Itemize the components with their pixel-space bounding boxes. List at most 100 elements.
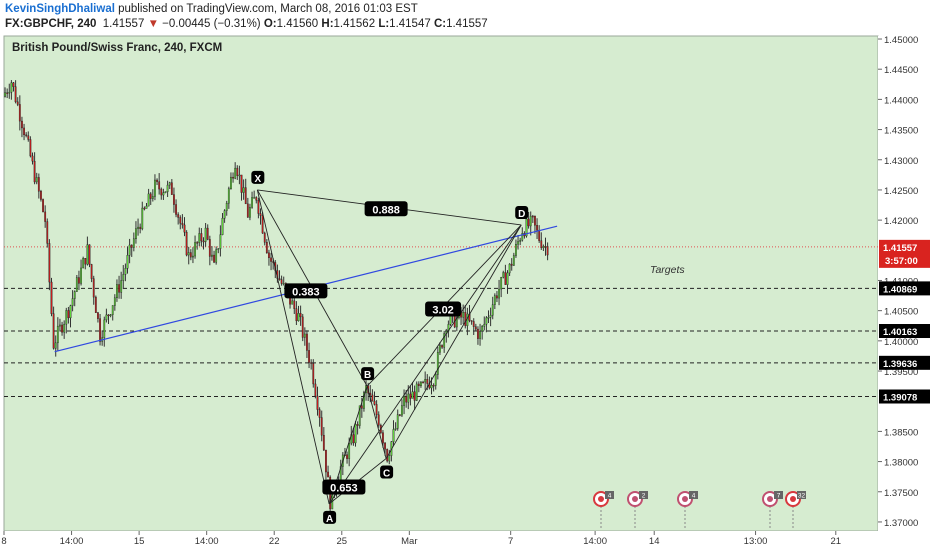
event-count: 4 bbox=[692, 493, 696, 500]
candle-body bbox=[346, 454, 348, 459]
candle-body bbox=[485, 317, 488, 325]
candle-body bbox=[132, 238, 135, 248]
level-tag bbox=[879, 281, 930, 296]
candle-body bbox=[107, 314, 110, 317]
y-tick-label: 1.42000 bbox=[884, 216, 918, 227]
current-price-label: 1.41557 bbox=[883, 243, 917, 254]
candle-body bbox=[82, 258, 85, 269]
candle-body bbox=[215, 249, 218, 263]
candle-body bbox=[422, 381, 424, 384]
candle-body bbox=[50, 281, 53, 314]
candle-body bbox=[538, 229, 541, 241]
candle-body bbox=[424, 379, 427, 383]
candle-body bbox=[187, 252, 190, 256]
candle-body bbox=[177, 214, 180, 218]
y-tick-label: 1.37500 bbox=[884, 488, 918, 499]
candle-body bbox=[392, 429, 395, 442]
candle-body bbox=[240, 174, 243, 193]
candle-body bbox=[135, 228, 137, 240]
y-tick-label: 1.44500 bbox=[884, 65, 918, 76]
candle-body bbox=[164, 191, 167, 193]
candle-body bbox=[118, 284, 120, 293]
candle-body bbox=[270, 257, 272, 262]
ratio-box bbox=[322, 479, 366, 495]
time-axis bbox=[0, 531, 932, 550]
event-count-box bbox=[797, 491, 806, 499]
candle-body bbox=[500, 277, 503, 290]
candle-body bbox=[25, 134, 28, 137]
candle-body bbox=[477, 328, 479, 339]
candle-body bbox=[496, 295, 498, 299]
candle-body bbox=[113, 297, 116, 306]
author-link[interactable]: KevinSinghDhaliwal bbox=[5, 3, 115, 15]
y-tick-label: 1.40000 bbox=[884, 337, 918, 348]
x-tick-label: 14:00 bbox=[583, 536, 607, 547]
candle-body bbox=[183, 224, 186, 233]
candle-body bbox=[360, 405, 363, 409]
candle-body bbox=[388, 455, 391, 462]
candle-body bbox=[189, 252, 192, 258]
candle-body bbox=[128, 244, 131, 256]
candle-body bbox=[401, 405, 403, 416]
high-value: 1.41562 bbox=[333, 18, 376, 30]
y-tick-label: 1.40500 bbox=[884, 307, 918, 318]
point-box bbox=[323, 510, 337, 524]
candle-body bbox=[531, 215, 534, 218]
close-label: C: bbox=[433, 18, 447, 30]
event-dot bbox=[682, 496, 688, 502]
x-tick-label: Mar bbox=[401, 536, 417, 547]
current-price-tag bbox=[879, 239, 930, 268]
candle-body bbox=[99, 318, 101, 342]
candle-body bbox=[158, 181, 161, 190]
open-label: O: bbox=[263, 18, 277, 30]
published-text: published on TradingView.com, March 08, … bbox=[114, 3, 418, 15]
candle-body bbox=[354, 424, 357, 444]
bar-countdown: 3:57:00 bbox=[885, 256, 918, 267]
candle-body bbox=[268, 252, 270, 259]
candle-body bbox=[198, 233, 201, 244]
candle-body bbox=[48, 243, 51, 283]
candle-body bbox=[12, 82, 15, 87]
candle-body bbox=[217, 248, 220, 250]
candle-body bbox=[363, 392, 365, 409]
event-count-box bbox=[774, 491, 783, 499]
x-tick-label: 21 bbox=[830, 536, 841, 547]
publish-line: KevinSinghDhaliwal published on TradingV… bbox=[5, 3, 418, 15]
point-box bbox=[361, 367, 375, 381]
level-tag-label: 1.39636 bbox=[883, 359, 917, 370]
candle-body bbox=[251, 197, 253, 208]
event-dot bbox=[632, 496, 638, 502]
candle-body bbox=[97, 312, 99, 319]
x-tick-label: 15 bbox=[134, 536, 145, 547]
candle-body bbox=[278, 278, 281, 280]
y-tick-label: 1.42500 bbox=[884, 186, 918, 197]
candle-body bbox=[527, 218, 530, 227]
event-dot bbox=[598, 496, 604, 502]
candle-body bbox=[356, 424, 359, 426]
candle-body bbox=[546, 246, 549, 256]
pattern-leg bbox=[256, 189, 330, 504]
ratio-label: 0.383 bbox=[292, 286, 320, 298]
candle-body bbox=[54, 342, 57, 349]
candle-body bbox=[502, 272, 505, 278]
candle-body bbox=[441, 345, 443, 348]
candle-body bbox=[517, 241, 519, 245]
candle-body bbox=[141, 207, 144, 230]
x-tick-label: 14 bbox=[649, 536, 660, 547]
ratio-box bbox=[364, 201, 408, 217]
candle-body bbox=[196, 242, 199, 244]
level-tag bbox=[879, 355, 930, 370]
candle-body bbox=[316, 395, 319, 410]
candle-body bbox=[211, 254, 213, 257]
candle-body bbox=[373, 400, 376, 405]
candle-body bbox=[384, 442, 386, 450]
candle-body bbox=[111, 305, 114, 315]
point-label: A bbox=[326, 514, 333, 525]
plot-area bbox=[3, 35, 879, 532]
candle-body bbox=[65, 310, 68, 325]
pattern-leg bbox=[385, 224, 522, 459]
price-change: −0.00445 (−0.31%) bbox=[162, 18, 261, 30]
event-count-box bbox=[605, 491, 614, 499]
